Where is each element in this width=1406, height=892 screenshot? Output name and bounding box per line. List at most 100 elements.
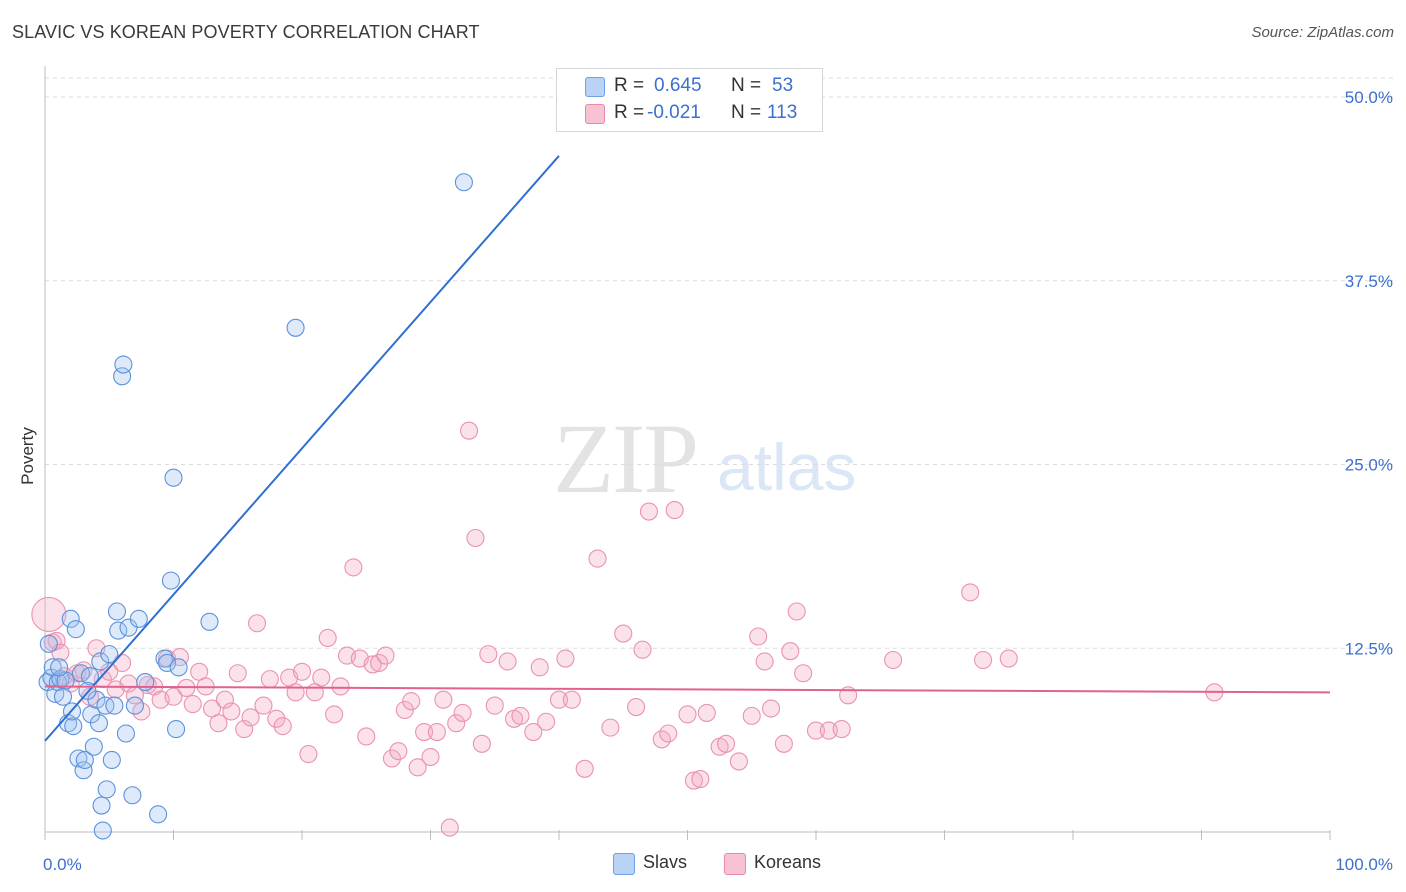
- korean-point: [511, 706, 530, 725]
- korean-point: [228, 664, 247, 683]
- korean-point: [447, 714, 466, 733]
- korean-point: [382, 749, 402, 768]
- slav-point: [286, 318, 305, 337]
- slav-point: [136, 673, 155, 692]
- slav-point: [158, 653, 177, 673]
- slav-point: [149, 805, 168, 824]
- korean-point: [530, 658, 549, 677]
- korean-point: [639, 502, 659, 521]
- slav-point: [164, 468, 183, 487]
- korean-point: [318, 628, 337, 648]
- korean-point: [183, 695, 202, 714]
- korean-point: [884, 650, 903, 670]
- chart-source: Source: ZipAtlas.com: [1251, 24, 1394, 41]
- slav-point: [93, 821, 112, 840]
- slavs-legend-label: Slavs: [643, 852, 688, 872]
- series-slavs: [38, 173, 473, 840]
- y-tick-labels: 12.5% 25.0% 37.5% 50.0%: [1345, 88, 1393, 658]
- korean-point: [806, 721, 826, 740]
- korean-point: [794, 664, 813, 683]
- korean-point: [755, 652, 774, 671]
- x-tick-label-max: 100.0%: [1335, 855, 1393, 874]
- korean-point: [466, 528, 485, 548]
- korean-point: [659, 724, 678, 743]
- korean-point: [299, 745, 318, 764]
- korean-point: [575, 759, 594, 778]
- slav-point: [161, 571, 180, 590]
- korean-point: [292, 662, 312, 681]
- korean-point: [235, 720, 254, 739]
- korean-point: [684, 771, 703, 790]
- stats-row-koreans: R = -0.021 N = 113: [557, 100, 822, 127]
- korean-point: [556, 649, 575, 668]
- korean-point: [973, 650, 993, 670]
- korean-point: [267, 709, 286, 728]
- korean-point: [427, 722, 446, 742]
- slav-point: [200, 612, 219, 631]
- slav-point: [50, 658, 69, 677]
- slav-point: [123, 786, 142, 805]
- slav-point: [109, 621, 128, 640]
- y-tick-label: 50.0%: [1345, 88, 1393, 107]
- korean-point: [459, 421, 479, 440]
- n-label: N =: [731, 102, 762, 123]
- korean-point: [961, 583, 980, 602]
- slav-point: [167, 720, 186, 739]
- koreans-swatch: [585, 104, 605, 124]
- slav-point: [454, 173, 473, 192]
- korean-point: [209, 714, 228, 733]
- korean-point: [273, 717, 292, 736]
- korean-point: [241, 708, 260, 727]
- koreans-legend-label: Koreans: [754, 852, 822, 872]
- korean-point: [434, 690, 453, 709]
- korean-point: [247, 614, 267, 633]
- slavs-trendline: [44, 155, 560, 742]
- korean-point: [260, 670, 279, 689]
- x-tick-label-min: 0.0%: [43, 855, 82, 874]
- slav-point: [66, 620, 85, 639]
- chart-title: SLAVIC VS KOREAN POVERTY CORRELATION CHA…: [12, 22, 480, 42]
- korean-point: [627, 697, 646, 717]
- stats-legend: R = 0.645 N = 53 R = -0.021 N = 113: [556, 68, 823, 132]
- korean-point: [691, 770, 710, 789]
- korean-point: [376, 646, 395, 665]
- slav-point: [169, 658, 188, 677]
- koreans-legend-swatch: [724, 853, 746, 875]
- series-koreans: [31, 421, 1224, 837]
- korean-point: [325, 705, 344, 724]
- slav-point: [100, 645, 119, 664]
- slavs-legend-swatch: [613, 853, 635, 875]
- axes: [44, 66, 1331, 840]
- korean-point: [761, 699, 781, 718]
- korean-point: [781, 642, 800, 661]
- korean-point: [472, 734, 491, 753]
- korean-point: [389, 742, 408, 761]
- korean-point: [697, 703, 716, 722]
- slav-point: [129, 609, 148, 628]
- slav-point: [53, 687, 73, 706]
- korean-point: [524, 722, 543, 742]
- watermark: ZIP atlas: [553, 403, 856, 514]
- korean-point: [254, 696, 273, 715]
- grid-lines: [45, 77, 1395, 649]
- korean-point: [100, 662, 119, 681]
- korean-point: [363, 655, 382, 674]
- slav-point: [75, 750, 94, 770]
- trendlines: [44, 155, 1331, 742]
- stats-row-slavs: R = 0.645 N = 53: [557, 73, 822, 100]
- korean-point: [222, 702, 241, 721]
- korean-point: [633, 640, 652, 659]
- korean-point: [370, 653, 389, 673]
- korean-point: [164, 687, 183, 706]
- korean-point: [999, 649, 1018, 668]
- korean-point: [312, 668, 331, 687]
- korean-point: [331, 677, 350, 696]
- korean-point: [286, 683, 305, 702]
- korean-point: [742, 706, 761, 725]
- korean-point: [485, 696, 504, 715]
- slav-point: [116, 724, 136, 743]
- korean-point: [774, 734, 793, 753]
- slav-point: [69, 749, 88, 768]
- slav-point: [125, 696, 144, 715]
